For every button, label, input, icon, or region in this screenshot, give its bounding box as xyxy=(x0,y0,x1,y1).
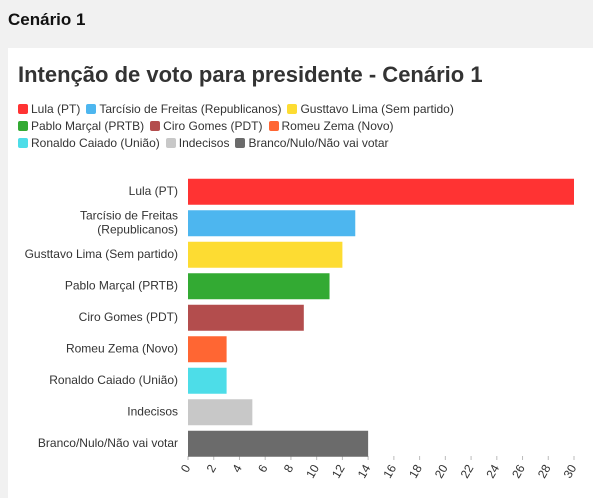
legend-label: Ciro Gomes (PDT) xyxy=(163,119,263,133)
legend-item: Ciro Gomes (PDT) xyxy=(150,119,263,133)
x-tick-label: 2 xyxy=(204,462,220,475)
legend-item: Pablo Marçal (PRTB) xyxy=(18,119,144,133)
legend-swatch xyxy=(18,138,28,148)
y-tick-label: Indecisos xyxy=(127,404,178,418)
legend-swatch xyxy=(18,121,28,131)
legend-item: Romeu Zema (Novo) xyxy=(268,119,394,133)
bar xyxy=(188,304,304,331)
y-tick-label: Romeu Zema (Novo) xyxy=(66,341,178,355)
x-tick-label: 22 xyxy=(458,462,477,481)
y-tick-label: Gusttavo Lima (Sem partido) xyxy=(25,247,178,261)
y-tick-label: Pablo Marçal (PRTB) xyxy=(65,278,178,292)
legend-item: Indecisos xyxy=(165,136,230,150)
legend-swatch xyxy=(165,138,176,148)
legend-label: Indecisos xyxy=(178,136,230,150)
x-tick-label: 30 xyxy=(561,462,580,481)
x-tick-label: 16 xyxy=(380,462,399,481)
legend-swatch xyxy=(235,138,246,148)
x-tick-label: 28 xyxy=(535,462,554,481)
x-tick-label: 26 xyxy=(509,462,528,481)
bar xyxy=(188,336,227,363)
x-tick-label: 8 xyxy=(281,462,297,475)
legend-label: Lula (PT) xyxy=(31,102,81,116)
y-tick-label: Ronaldo Caiado (União) xyxy=(49,373,178,387)
legend-swatch xyxy=(150,121,161,131)
bar xyxy=(188,430,369,457)
bar xyxy=(188,273,330,300)
legend-label: Tarcísio de Freitas (Republicanos) xyxy=(99,102,282,116)
x-tick-label: 14 xyxy=(355,462,374,481)
legend-label: Branco/Nulo/Não vai votar xyxy=(248,136,389,150)
y-tick-label: Ciro Gomes (PDT) xyxy=(79,310,178,324)
legend-label: Ronaldo Caiado (União) xyxy=(31,136,160,150)
bar xyxy=(188,241,343,268)
page-header: Cenário 1 xyxy=(8,10,86,29)
legend-label: Gusttavo Lima (Sem partido) xyxy=(300,102,454,116)
x-tick-label: 0 xyxy=(178,462,194,475)
chart-title: Intenção de voto para presidente - Cenár… xyxy=(18,62,483,87)
y-tick-label: Tarcísio de Freitas (Republicanos) xyxy=(80,208,178,236)
x-tick-label: 20 xyxy=(432,462,451,481)
bar xyxy=(188,399,253,426)
x-tick-label: 12 xyxy=(329,462,348,481)
x-tick-label: 4 xyxy=(229,462,245,475)
legend-item: Gusttavo Lima (Sem partido) xyxy=(287,102,454,116)
y-tick-label: Lula (PT) xyxy=(129,184,178,198)
bar xyxy=(188,210,356,237)
legend: Lula (PT) Tarcísio de Freitas (Republican… xyxy=(18,102,498,150)
x-tick-label: 24 xyxy=(483,462,502,481)
legend-item: Ronaldo Caiado (União) xyxy=(18,136,160,150)
bar xyxy=(188,178,574,205)
legend-item: Branco/Nulo/Não vai votar xyxy=(235,136,389,150)
y-tick-label: Branco/Nulo/Não vai votar xyxy=(38,436,178,450)
legend-item: Lula (PT) xyxy=(18,102,80,116)
chart-card: Intenção de voto para presidente - Cenár… xyxy=(8,48,593,498)
x-tick-label: 6 xyxy=(255,462,271,475)
legend-swatch xyxy=(287,104,298,114)
legend-item: Tarcísio de Freitas (Republicanos) xyxy=(86,102,281,116)
legend-label: Romeu Zema (Novo) xyxy=(281,119,394,133)
x-tick-label: 10 xyxy=(303,462,322,481)
legend-swatch xyxy=(268,121,279,131)
x-tick-label: 18 xyxy=(406,462,425,481)
bar xyxy=(188,367,227,394)
legend-swatch xyxy=(18,104,28,114)
legend-label: Pablo Marçal (PRTB) xyxy=(31,119,145,133)
legend-swatch xyxy=(86,104,97,114)
